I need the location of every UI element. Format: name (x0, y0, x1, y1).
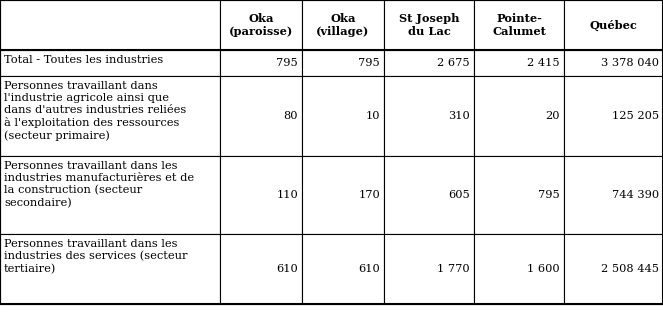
Bar (0, 76, 220, 156)
Text: Oka
(paroisse): Oka (paroisse) (229, 13, 293, 37)
Text: 795: 795 (276, 58, 298, 68)
Bar (384, 76, 474, 156)
Bar (0, 0, 220, 50)
Bar (474, 234, 564, 304)
Bar (384, 50, 474, 76)
Bar (564, 156, 663, 234)
Bar (0, 156, 220, 234)
Text: Oka
(village): Oka (village) (316, 13, 370, 37)
Bar (302, 234, 384, 304)
Text: 125 205: 125 205 (612, 111, 659, 121)
Text: 744 390: 744 390 (612, 190, 659, 200)
Text: 610: 610 (358, 264, 380, 274)
Bar (302, 50, 384, 76)
Bar (220, 76, 302, 156)
Text: 110: 110 (276, 190, 298, 200)
Text: 2 415: 2 415 (527, 58, 560, 68)
Text: 2 675: 2 675 (438, 58, 470, 68)
Bar (220, 0, 302, 50)
Text: Personnes travaillant dans les
industries des services (secteur
tertiaire): Personnes travaillant dans les industrie… (4, 239, 188, 274)
Text: 795: 795 (358, 58, 380, 68)
Bar (474, 0, 564, 50)
Text: St Joseph
du Lac: St Joseph du Lac (398, 13, 459, 37)
Bar (564, 0, 663, 50)
Bar (564, 76, 663, 156)
Text: 795: 795 (538, 190, 560, 200)
Bar (474, 76, 564, 156)
Bar (0, 50, 220, 76)
Bar (474, 156, 564, 234)
Bar (384, 234, 474, 304)
Text: 80: 80 (284, 111, 298, 121)
Bar (302, 156, 384, 234)
Text: 2 508 445: 2 508 445 (601, 264, 659, 274)
Bar (220, 50, 302, 76)
Text: 20: 20 (546, 111, 560, 121)
Bar (220, 234, 302, 304)
Text: Total - Toutes les industries: Total - Toutes les industries (4, 55, 163, 65)
Text: 1 600: 1 600 (527, 264, 560, 274)
Text: Personnes travaillant dans
l'industrie agricole ainsi que
dans d'autres industri: Personnes travaillant dans l'industrie a… (4, 81, 186, 141)
Bar (302, 0, 384, 50)
Text: 3 378 040: 3 378 040 (601, 58, 659, 68)
Text: 10: 10 (365, 111, 380, 121)
Bar (384, 156, 474, 234)
Text: 170: 170 (358, 190, 380, 200)
Bar (564, 234, 663, 304)
Bar (384, 0, 474, 50)
Text: 1 770: 1 770 (438, 264, 470, 274)
Text: 610: 610 (276, 264, 298, 274)
Text: 605: 605 (448, 190, 470, 200)
Text: Pointe-
Calumet: Pointe- Calumet (492, 13, 546, 37)
Text: 310: 310 (448, 111, 470, 121)
Bar (564, 50, 663, 76)
Bar (302, 76, 384, 156)
Bar (474, 50, 564, 76)
Bar (0, 234, 220, 304)
Bar (220, 156, 302, 234)
Text: Personnes travaillant dans les
industries manufacturières et de
la construction : Personnes travaillant dans les industrie… (4, 161, 194, 208)
Text: Québec: Québec (589, 19, 637, 31)
